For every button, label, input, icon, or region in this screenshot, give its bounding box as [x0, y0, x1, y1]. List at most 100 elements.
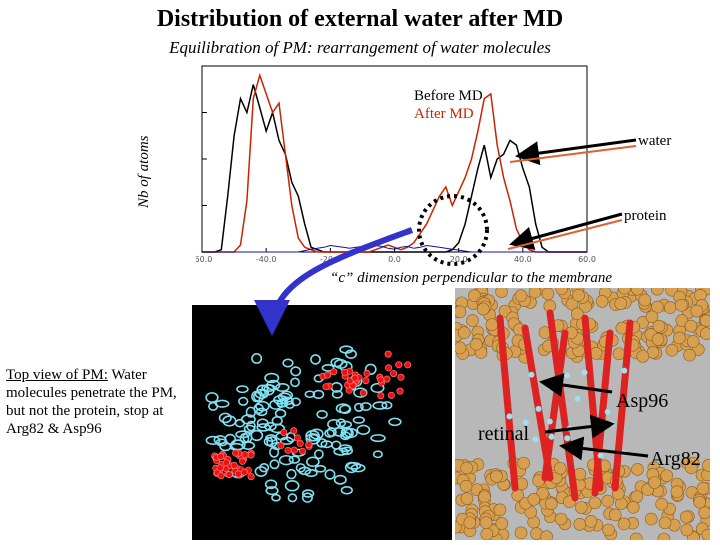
helix-ring: [279, 436, 294, 445]
lipid-sphere: [701, 528, 710, 540]
helix-ring: [255, 407, 268, 417]
lipid-sphere: [570, 307, 584, 321]
helix-ring: [301, 489, 315, 498]
lipid-sphere: [493, 503, 507, 517]
lipid-sphere: [476, 302, 490, 316]
legend-before-md: Before MD: [414, 88, 483, 104]
plot-frame: [201, 65, 588, 253]
water-sphere: [341, 368, 349, 376]
helix-ring: [269, 399, 283, 410]
water-sphere: [322, 383, 330, 391]
lipid-sphere: [612, 347, 626, 361]
lipid-sphere: [629, 532, 643, 540]
helix-ring: [344, 349, 357, 359]
water-sphere: [377, 376, 385, 384]
lipid-sphere: [460, 492, 474, 505]
water-sphere: [351, 374, 359, 382]
legend-after-md: After MD: [414, 106, 474, 122]
helix-ring: [255, 400, 270, 412]
lipid-sphere: [490, 470, 503, 483]
lipid-sphere: [670, 485, 684, 499]
lipid-sphere: [665, 343, 679, 357]
water-sphere: [363, 369, 371, 377]
x-tick-label: -20.0: [320, 255, 341, 264]
helix-ring: [301, 492, 313, 503]
topview-protein-image: [192, 305, 452, 540]
helix-ring: [331, 390, 343, 399]
lipid-sphere: [528, 288, 542, 299]
helix-ring: [310, 354, 321, 365]
water-sphere: [247, 451, 255, 459]
lipid-sphere: [631, 288, 644, 296]
helix-ring: [356, 424, 371, 436]
lipid-sphere: [514, 526, 528, 540]
helix-ring: [316, 409, 328, 419]
helix-ring: [321, 363, 335, 372]
lipid-sphere: [466, 314, 479, 327]
lipid-sphere: [480, 527, 494, 540]
helix-rod: [611, 319, 634, 492]
lipid-sphere: [455, 305, 467, 319]
water-sphere: [290, 446, 298, 454]
lipid-sphere: [652, 319, 666, 333]
water-annotation-label: water: [638, 133, 672, 149]
lipid-sphere: [601, 494, 614, 508]
lipid-sphere: [540, 530, 553, 540]
helix-ring: [245, 406, 256, 418]
helix-ring: [352, 416, 365, 424]
helix-ring: [250, 429, 264, 442]
water-sphere: [232, 449, 240, 457]
lipid-sphere: [680, 523, 694, 537]
water-sphere: [395, 361, 403, 369]
water-sphere: [305, 441, 313, 449]
water-sphere: [298, 447, 306, 455]
plot-area: 0.0100.0200.0300.0400.0-60.0-40.0-20.00.…: [196, 65, 596, 264]
lipid-sphere: [517, 456, 530, 470]
water-sphere: [362, 377, 370, 385]
water-sphere: [330, 368, 338, 376]
protein-helices: [205, 345, 402, 503]
helix-ring: [290, 377, 300, 388]
helix-ring: [240, 414, 256, 425]
helix-ring: [295, 463, 306, 473]
residue-atom: [535, 405, 542, 412]
chart-x-axis-label: “c” dimension perpendicular to the membr…: [330, 270, 613, 286]
helix-ring: [381, 401, 393, 410]
x-tick-label: 0.0: [388, 255, 401, 264]
helix-ring: [254, 466, 268, 477]
sideview-membrane-image: [455, 288, 710, 540]
protein-annotation-label: protein: [624, 208, 667, 224]
lipid-sphere: [631, 463, 644, 476]
lipid-sphere: [485, 318, 499, 331]
lipid-sphere: [675, 299, 688, 312]
water-sphere: [396, 387, 404, 395]
lipid-sphere: [636, 350, 650, 363]
helix-ring: [388, 417, 402, 427]
residue-atom: [604, 408, 611, 415]
lipid-sphere: [663, 301, 677, 314]
topview-description: Top view of PM: Water molecules penetrat…: [6, 366, 186, 438]
lipid-sphere: [698, 506, 710, 519]
helix-ring: [344, 461, 358, 474]
helix-ring: [205, 435, 221, 446]
residue-atom: [546, 383, 553, 390]
helix-ring: [354, 402, 364, 412]
lipid-sphere: [460, 461, 474, 475]
topview-body: Water molecules penetrate the PM, but no…: [6, 367, 177, 437]
lipid-sphere: [544, 497, 558, 511]
helix-rod: [496, 314, 519, 492]
chart-y-axis-label: Nb of atoms: [136, 135, 152, 208]
lipid-sphere: [651, 300, 664, 314]
water-sphere: [217, 472, 225, 480]
water-sphere: [222, 459, 230, 467]
water-sphere: [404, 361, 412, 369]
helix-ring: [273, 394, 289, 405]
residue-atom: [548, 433, 555, 440]
helix-ring: [278, 454, 294, 466]
slide-title: Distribution of external water after MD: [156, 6, 564, 32]
topview-heading: Top view of PM:: [6, 367, 108, 383]
asp96-label: Asp96: [616, 390, 669, 412]
x-tick-label: -60.0: [196, 255, 212, 264]
lipid-sphere: [684, 319, 698, 333]
water-molecules-top: [211, 350, 412, 481]
